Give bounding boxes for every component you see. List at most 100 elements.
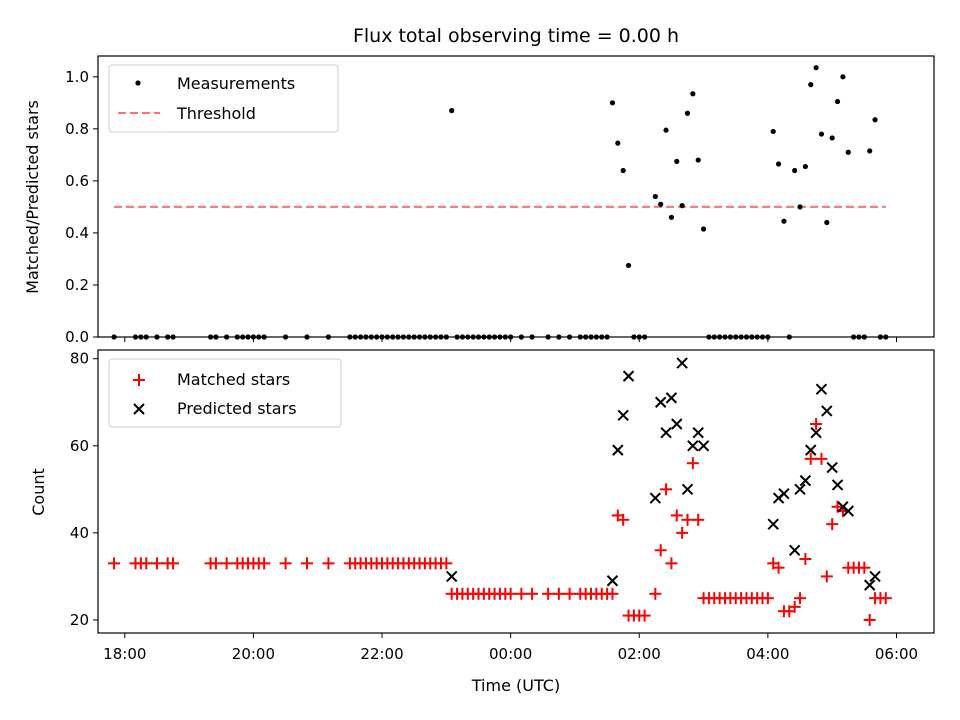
measurement-point [802, 163, 808, 170]
top-plot-frame [97, 55, 935, 338]
predicted-star-point [805, 444, 817, 456]
x-tick-label: 22:00 [360, 645, 403, 663]
predicted-star-point [697, 440, 710, 452]
legend-predicted-marker [133, 403, 145, 415]
matched-star-point [692, 513, 705, 526]
matched-star-point [515, 587, 528, 600]
matched-star-point [552, 587, 565, 600]
matched-star-point [654, 544, 667, 557]
bottom-x-axis: 18:00 20:00 22:00 00:00 02:00 04:00 06:00 [103, 633, 918, 663]
measurement-point [845, 149, 851, 155]
matched-star-point [686, 457, 699, 470]
matched-star-point [660, 483, 673, 496]
top-y-tick-label: 0.2 [65, 276, 89, 294]
matched-star-point [761, 592, 774, 605]
measurement-point [690, 91, 696, 97]
predicted-star-point [654, 396, 667, 408]
measurement-point [781, 218, 787, 224]
predicted-star-point [445, 570, 458, 583]
x-tick-label: 18:00 [103, 645, 146, 663]
measurement-point [620, 167, 626, 174]
legend-threshold-label: Threshold [176, 104, 256, 123]
x-tick-label: 06:00 [875, 645, 918, 663]
top-y-tick-label: 0.4 [65, 224, 89, 242]
bottom-y-tick-label: 80 [70, 350, 89, 368]
measurement-point [834, 98, 841, 105]
measurement-point [867, 148, 873, 154]
matched-star-point [665, 557, 678, 570]
predicted-star-point [612, 444, 624, 456]
top-y-axis-label: Matched/Predicted stars [23, 100, 42, 294]
predicted-star-point [649, 492, 662, 504]
top-plot-area [111, 65, 889, 340]
measurement-point [609, 100, 616, 106]
matched-star-point [563, 587, 576, 600]
predicted-star-point [622, 370, 635, 382]
matched-star-point [772, 561, 785, 574]
predicted-star-point [794, 483, 806, 496]
bottom-legend-box [108, 358, 342, 428]
predicted-star-point [692, 427, 704, 439]
matched-star-point [504, 587, 517, 600]
predicted-star-point [815, 383, 828, 395]
matched-star-point [606, 587, 619, 600]
predicted-star-point [687, 440, 699, 452]
measurement-point [449, 108, 455, 114]
matched-star-point [440, 557, 453, 570]
legend-measurements-label: Measurements [177, 74, 295, 93]
legend-matched-label: Matched stars [177, 370, 290, 389]
top-x-axis [124, 337, 897, 342]
matched-star-point [617, 513, 630, 526]
bottom-y-tick-label: 60 [70, 437, 89, 455]
legend-predicted-label: Predicted stars [177, 399, 297, 418]
measurement-point [824, 219, 830, 226]
x-axis-label: Time (UTC) [471, 676, 560, 695]
predicted-star-point [676, 357, 688, 369]
predicted-star-point [810, 427, 822, 439]
matched-star-point [649, 587, 662, 600]
matched-star-point [858, 561, 871, 574]
predicted-star-point [821, 405, 833, 417]
matched-star-point [826, 518, 839, 531]
matched-star-point [799, 552, 812, 565]
predicted-star-point [665, 392, 678, 404]
measurement-point [625, 262, 632, 269]
matched-star-point [167, 557, 180, 570]
top-y-tick-label: 1.0 [65, 68, 89, 86]
measurement-point [818, 131, 825, 137]
measurement-point [829, 135, 835, 141]
measurement-point [668, 214, 675, 220]
bottom-y-axis-label: Count [29, 468, 48, 516]
measurement-point [770, 128, 776, 135]
measurement-point [700, 226, 707, 232]
legend-matched-marker [133, 374, 145, 386]
measurement-point [679, 203, 685, 209]
measurement-point [872, 117, 878, 123]
measurement-point [792, 167, 798, 174]
predicted-star-point [606, 575, 619, 587]
measurement-point [684, 110, 691, 116]
matched-star-point [670, 509, 683, 522]
predicted-star-point [671, 418, 683, 430]
matched-star-point [108, 557, 121, 570]
matched-star-point [301, 557, 313, 570]
bottom-plot-frame [97, 349, 935, 634]
measurement-point [840, 74, 846, 80]
matched-star-point [140, 557, 153, 570]
measurement-point [674, 158, 680, 164]
x-tick-label: 04:00 [746, 645, 789, 663]
top-y-tick-label: 0.6 [65, 172, 89, 190]
matched-star-point [322, 557, 335, 570]
x-tick-label: 00:00 [489, 645, 532, 663]
measurement-point [797, 204, 803, 210]
matched-star-point [810, 418, 823, 431]
matched-star-point [815, 452, 828, 465]
top-legend-box [108, 64, 339, 133]
top-panel: Flux total observing time = 0.00 h 0.00.… [23, 25, 935, 346]
measurement-point [808, 82, 814, 88]
matched-star-point [220, 557, 233, 570]
measurement-point [695, 157, 701, 163]
matched-star-point [526, 587, 539, 600]
predicted-star-point [788, 544, 801, 556]
